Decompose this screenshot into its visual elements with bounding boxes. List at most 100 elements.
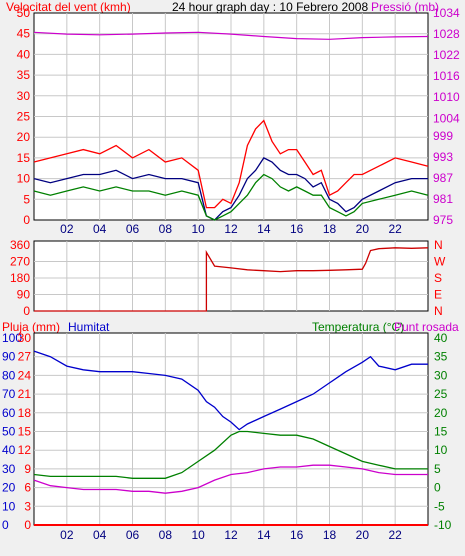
rain-tick-label: 15 (18, 425, 32, 439)
y2-tick-label: 975 (433, 213, 453, 227)
y2-tick-label: 1034 (433, 6, 460, 20)
x-tick-label: 22 (388, 528, 402, 542)
y2-tick-label: 987 (433, 171, 453, 185)
y2-tick-label: -5 (434, 499, 445, 513)
compass-tick-label: N (434, 304, 443, 318)
x-tick-label: 14 (257, 222, 271, 236)
x-tick-label: 20 (356, 528, 370, 542)
humidity-tick-label: 10 (2, 499, 16, 513)
y2-tick-label: 1028 (433, 27, 460, 41)
x-tick-label: 06 (126, 222, 140, 236)
y2-tick-label: 1010 (433, 90, 460, 104)
y2-tick-label: 20 (434, 406, 448, 420)
rain-tick-label: 3 (24, 499, 31, 513)
humidity-tick-label: 60 (2, 406, 16, 420)
y2-tick-label: 40 (434, 331, 448, 345)
series-humitat (33, 350, 428, 431)
compass-tick-label: S (434, 271, 442, 285)
compass-tick-label: W (434, 255, 446, 269)
x-tick-label: 16 (290, 528, 304, 542)
y-tick-label: 20 (17, 130, 31, 144)
humidity-tick-label: 20 (2, 481, 16, 495)
y-tick-label: 30 (17, 89, 31, 103)
y2-tick-label: -10 (434, 518, 452, 532)
compass-tick-label: E (434, 288, 442, 302)
series-pressi-mb (33, 31, 429, 40)
rain-tick-label: 30 (18, 331, 32, 345)
x-tick-label: 12 (224, 222, 238, 236)
humidity-label: Humitat (68, 320, 110, 334)
x-tick-label: 08 (159, 528, 173, 542)
y2-tick-label: 999 (433, 129, 453, 143)
humidity-tick-label: 70 (2, 387, 16, 401)
pressure-label: Pressió (mb) (371, 0, 439, 14)
rain-tick-label: 24 (18, 368, 32, 382)
y2-tick-label: 35 (434, 350, 448, 364)
y2-tick-label: 10 (434, 443, 448, 457)
humidity-tick-label: 50 (2, 425, 16, 439)
y2-tick-label: 25 (434, 387, 448, 401)
y-tick-label: 25 (17, 110, 31, 124)
y2-tick-label: 993 (433, 150, 453, 164)
y-tick-label: 40 (17, 47, 31, 61)
series-r-fega (33, 119, 429, 209)
x-tick-label: 20 (356, 222, 370, 236)
y-tick-label: 0 (23, 213, 30, 227)
x-tick-label: 22 (388, 222, 402, 236)
rain-tick-label: 6 (24, 481, 31, 495)
rain-tick-label: 0 (24, 518, 31, 532)
rain-label: Pluja (mm) (2, 320, 60, 334)
humidity-tick-label: 90 (2, 350, 16, 364)
rain-tick-label: 21 (18, 387, 32, 401)
y-tick-label: 35 (17, 68, 31, 82)
y2-tick-label: 0 (434, 481, 441, 495)
rain-tick-label: 12 (18, 443, 32, 457)
wind-pressure-panel: 02 04 06 08 10 12 14 16 18 20 22 0 5 10 15 20 25 30 35 40 4… (17, 6, 460, 236)
graph-title: 24 hour graph day : 10 Febrero 2008 (172, 0, 368, 14)
y-tick-label: 180 (10, 271, 30, 285)
x-tick-label: 10 (191, 528, 205, 542)
series-direcci-del-vent (34, 247, 429, 312)
temperature-humidity-panel: 02 04 06 08 10 12 14 16 18 20 22 01020304050607080… (2, 331, 452, 542)
y-tick-label: 45 (17, 27, 31, 41)
x-tick-label: 02 (60, 528, 74, 542)
x-tick-label: 14 (257, 528, 271, 542)
x-tick-label: 06 (126, 528, 140, 542)
humidity-tick-label: 30 (2, 462, 16, 476)
y-tick-label: 90 (17, 288, 31, 302)
y2-tick-label: 15 (434, 425, 448, 439)
x-tick-label: 04 (93, 222, 107, 236)
y-tick-label: 10 (17, 172, 31, 186)
y2-tick-label: 981 (433, 192, 453, 206)
temperature-label: Temperatura (°C) (312, 320, 404, 334)
series-velocitat (33, 157, 428, 221)
humidity-tick-label: 0 (2, 518, 9, 532)
y-tick-label: 5 (23, 192, 30, 206)
humidity-tick-label: 40 (2, 443, 16, 457)
y-tick-label: 50 (17, 6, 31, 20)
humidity-tick-label: 80 (2, 368, 16, 382)
series-mitjana (33, 173, 429, 221)
y2-tick-label: 1004 (433, 111, 460, 125)
y-tick-label: 360 (10, 238, 30, 252)
y2-tick-label: 1022 (433, 48, 460, 62)
x-tick-label: 08 (159, 222, 173, 236)
rain-tick-label: 18 (18, 406, 32, 420)
x-tick-label: 04 (93, 528, 107, 542)
compass-tick-label: N (434, 238, 443, 252)
wind-speed-label: Velocitat del vent (kmh) (6, 0, 131, 14)
dew-point-label: Punt rosada (394, 320, 459, 334)
series-punt-rosada (33, 464, 428, 494)
x-tick-label: 18 (323, 222, 337, 236)
x-tick-label: 02 (60, 222, 74, 236)
y-tick-label: 15 (17, 151, 31, 165)
series-temperatura-c (33, 430, 428, 479)
x-tick-label: 16 (290, 222, 304, 236)
y2-tick-label: 30 (434, 368, 448, 382)
x-tick-label: 12 (224, 528, 238, 542)
x-tick-label: 18 (323, 528, 337, 542)
rain-tick-label: 9 (24, 462, 31, 476)
x-tick-label: 10 (191, 222, 205, 236)
